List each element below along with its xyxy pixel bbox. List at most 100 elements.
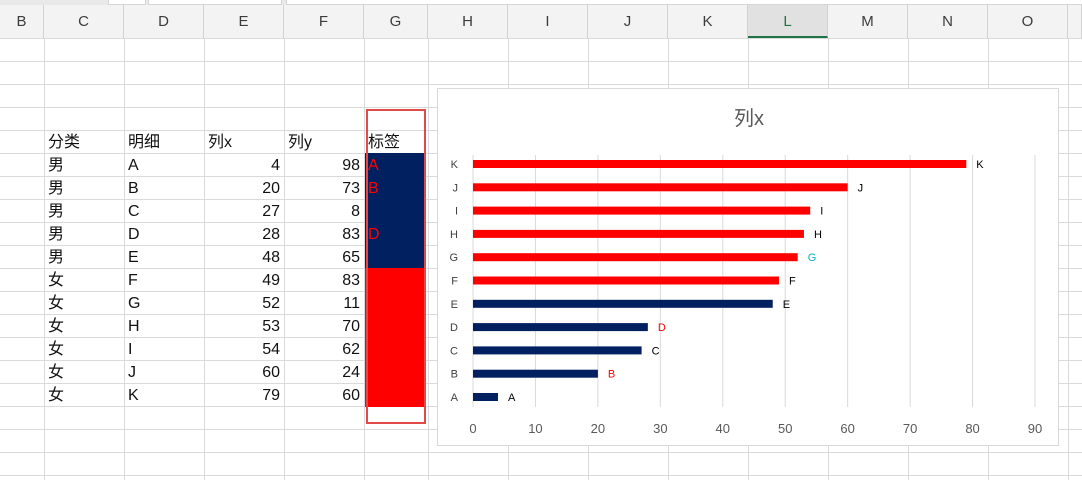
- cell-item[interactable]: I: [128, 341, 133, 358]
- cell-label[interactable]: D: [368, 226, 380, 243]
- x-tick-label: 70: [903, 421, 917, 436]
- cell-label[interactable]: F: [368, 272, 378, 289]
- data-label: K: [976, 159, 984, 171]
- data-label: I: [820, 206, 823, 218]
- column-header-G[interactable]: G: [364, 5, 428, 38]
- cell-category[interactable]: 女: [48, 387, 65, 404]
- data-label: H: [814, 229, 822, 241]
- column-header-O[interactable]: O: [988, 5, 1068, 38]
- cell-item[interactable]: D: [128, 226, 140, 243]
- x-tick-label: 50: [778, 421, 792, 436]
- cell-category[interactable]: 女: [48, 341, 65, 358]
- cell-category[interactable]: 女: [48, 364, 65, 381]
- cell-item[interactable]: J: [128, 364, 136, 381]
- table-header[interactable]: 标签: [368, 134, 401, 151]
- column-header-N[interactable]: N: [908, 5, 988, 38]
- table-header[interactable]: 明细: [128, 134, 161, 151]
- row-gridline: [0, 84, 1082, 85]
- cell-category[interactable]: 男: [48, 203, 65, 220]
- cell-item[interactable]: H: [128, 318, 140, 335]
- chart-title: 列x: [734, 107, 764, 130]
- cell-label[interactable]: A: [368, 157, 379, 174]
- cell-item[interactable]: B: [128, 180, 139, 197]
- cell-x[interactable]: 52: [262, 295, 280, 312]
- cell-item[interactable]: E: [128, 249, 139, 266]
- column-header-K[interactable]: K: [668, 5, 748, 38]
- label-cell-fill: [365, 360, 424, 384]
- cell-x[interactable]: 60: [262, 364, 280, 381]
- bar-G: [473, 253, 798, 262]
- label-cell-fill: [365, 245, 424, 269]
- cell-x[interactable]: 4: [271, 157, 280, 174]
- column-header-B[interactable]: B: [0, 5, 44, 38]
- cell-label[interactable]: C: [368, 203, 380, 220]
- tab-fragment[interactable]: [108, 0, 146, 5]
- column-header-F[interactable]: F: [284, 5, 364, 38]
- y-tick-label: I: [455, 206, 458, 218]
- cell-category[interactable]: 女: [48, 272, 65, 289]
- y-tick-label: A: [451, 392, 459, 404]
- cell-label[interactable]: I: [368, 341, 373, 358]
- cell-label[interactable]: B: [368, 180, 379, 197]
- table-header[interactable]: 列y: [288, 134, 313, 151]
- column-header-partial[interactable]: [1068, 5, 1082, 38]
- cell-x[interactable]: 28: [262, 226, 280, 243]
- column-header-C[interactable]: C: [44, 5, 124, 38]
- cell-x[interactable]: 49: [262, 272, 280, 289]
- column-header-L[interactable]: L: [748, 5, 828, 38]
- cell-x[interactable]: 54: [262, 341, 280, 358]
- column-header-E[interactable]: E: [204, 5, 284, 38]
- cell-y[interactable]: 83: [342, 272, 360, 289]
- cell-label[interactable]: H: [368, 318, 380, 335]
- cell-x[interactable]: 27: [262, 203, 280, 220]
- table-header[interactable]: 列x: [208, 134, 233, 151]
- cell-label[interactable]: G: [368, 295, 381, 312]
- cell-category[interactable]: 男: [48, 180, 65, 197]
- tab-fragment[interactable]: [148, 0, 282, 5]
- cell-item[interactable]: G: [128, 295, 141, 312]
- column-header-H[interactable]: H: [428, 5, 508, 38]
- cell-category[interactable]: 女: [48, 295, 65, 312]
- cell-x[interactable]: 53: [262, 318, 280, 335]
- cell-y[interactable]: 11: [343, 295, 360, 312]
- bar-chart[interactable]: 列x 0 10 20 30 40 50 60 70 80 90 A A B B C C D D E E F F G G H H I I J…: [437, 88, 1059, 446]
- cell-y[interactable]: 98: [342, 157, 360, 174]
- column-header-I[interactable]: I: [508, 5, 588, 38]
- column-header-M[interactable]: M: [828, 5, 908, 38]
- cell-label[interactable]: E: [368, 249, 379, 266]
- cell-y[interactable]: 65: [342, 249, 360, 266]
- cell-category[interactable]: 男: [48, 157, 65, 174]
- label-cell-fill: [365, 268, 424, 292]
- cell-category[interactable]: 女: [48, 318, 65, 335]
- cell-x[interactable]: 48: [262, 249, 280, 266]
- cell-x[interactable]: 79: [262, 387, 280, 404]
- cell-x[interactable]: 20: [262, 180, 280, 197]
- cell-label[interactable]: K: [368, 387, 379, 404]
- cell-y[interactable]: 8: [351, 203, 360, 220]
- cell-y[interactable]: 24: [342, 364, 360, 381]
- cell-category[interactable]: 男: [48, 249, 65, 266]
- cell-y[interactable]: 83: [342, 226, 360, 243]
- cell-y[interactable]: 70: [342, 318, 360, 335]
- column-gridline: [204, 38, 205, 480]
- cell-item[interactable]: A: [128, 157, 139, 174]
- cell-label[interactable]: J: [368, 364, 376, 381]
- cell-y[interactable]: 60: [342, 387, 360, 404]
- cell-y[interactable]: 62: [342, 341, 360, 358]
- formula-bar-fragment[interactable]: [286, 0, 1082, 5]
- cell-item[interactable]: C: [128, 203, 140, 220]
- column-gridline: [44, 38, 45, 480]
- cell-item[interactable]: K: [128, 387, 139, 404]
- column-header-D[interactable]: D: [124, 5, 204, 38]
- cell-item[interactable]: F: [128, 272, 138, 289]
- column-header-J[interactable]: J: [588, 5, 668, 38]
- bar-F: [473, 276, 779, 285]
- label-cell-fill: [365, 199, 424, 223]
- table-header[interactable]: 分类: [48, 134, 81, 151]
- label-cell-fill: [365, 222, 424, 246]
- cell-y[interactable]: 73: [342, 180, 360, 197]
- x-tick-label: 80: [965, 421, 979, 436]
- cell-category[interactable]: 男: [48, 226, 65, 243]
- y-tick-label: G: [449, 252, 458, 264]
